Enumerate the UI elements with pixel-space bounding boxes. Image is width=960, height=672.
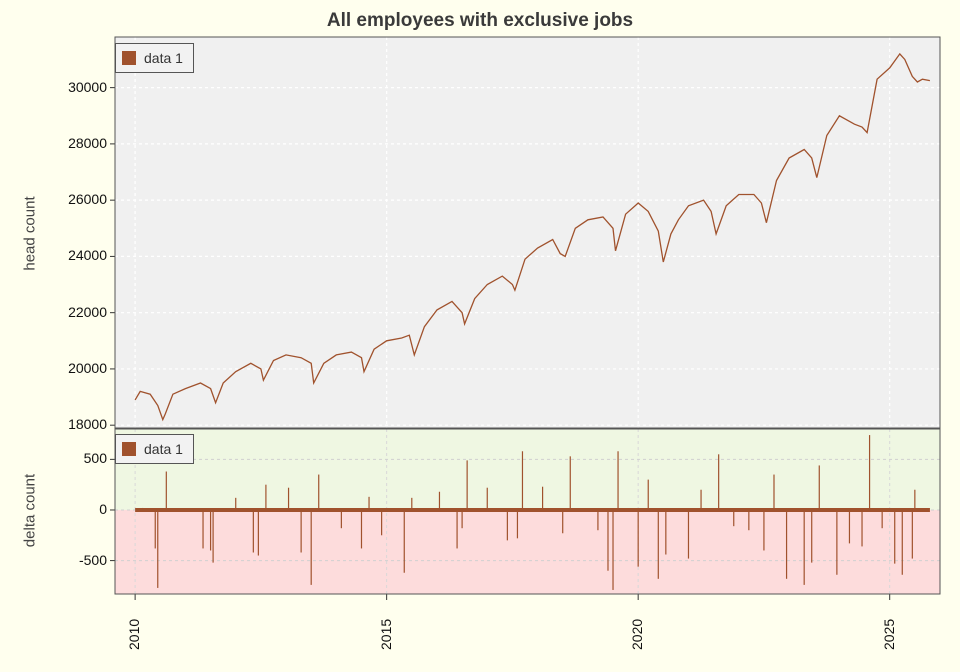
bottom-panel-frame: [114, 428, 941, 595]
x-tick-label: 2010: [126, 618, 143, 650]
bottom-y-tick-label: 0: [99, 500, 107, 517]
bottom-legend: data 1: [115, 434, 194, 464]
top-y-tick-label: 20000: [68, 359, 107, 376]
x-tick-label: 2025: [880, 618, 897, 650]
top-legend-swatch: [122, 51, 136, 65]
top-legend: data 1: [115, 43, 194, 73]
top-y-tick-label: 24000: [68, 247, 107, 264]
bottom-y-tick-label: 500: [83, 450, 107, 467]
x-tick-label: 2020: [629, 618, 646, 650]
bottom-legend-label: data 1: [144, 441, 183, 457]
x-tick-label: 2015: [377, 618, 394, 650]
bottom-panel-negative-background: [115, 509, 940, 594]
top-y-tick-label: 26000: [68, 191, 107, 208]
chart-title: All employees with exclusive jobs: [326, 10, 634, 31]
top-y-tick-label: 28000: [68, 134, 107, 151]
top-series-line: [134, 52, 931, 422]
top-y-axis-label: head count: [21, 196, 39, 271]
bottom-y-axis-label: delta count: [21, 473, 39, 548]
top-panel-background: [115, 37, 940, 428]
top-y-tick-label: 22000: [68, 303, 107, 320]
top-y-tick-label: 18000: [68, 416, 107, 433]
bottom-y-tick-label: -500: [78, 551, 107, 568]
top-legend-label: data 1: [144, 50, 183, 66]
top-panel-frame: [114, 36, 941, 429]
top-y-tick-label: 30000: [68, 78, 107, 95]
bottom-panel-positive-background: [115, 429, 940, 510]
bottom-legend-swatch: [122, 442, 136, 456]
